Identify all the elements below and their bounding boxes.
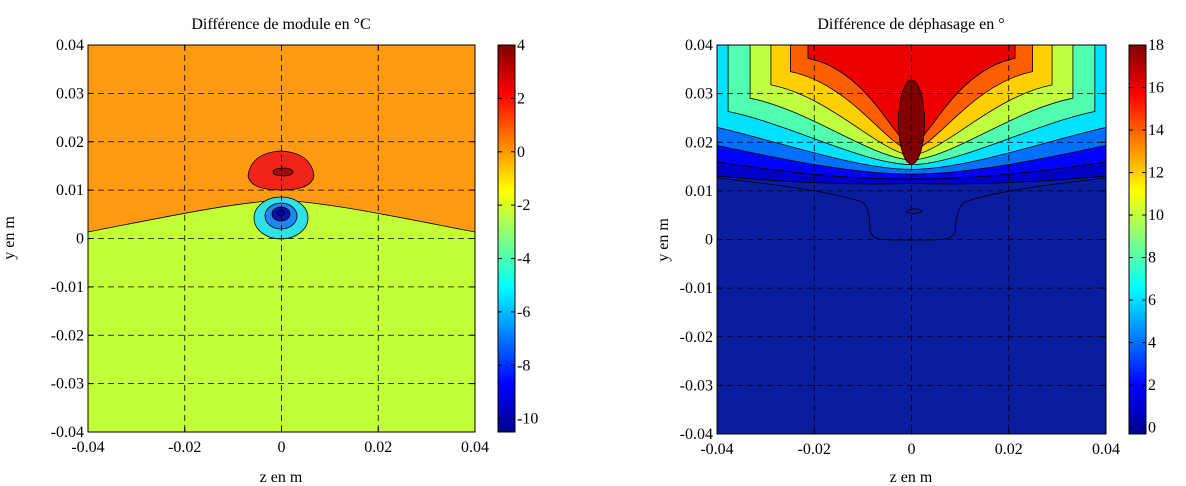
plot-phase-difference: Différence de déphasage en ° -0.04 -0.02 0… (655, 16, 1164, 486)
baseline-contour (717, 177, 1106, 241)
x-tick-label: -0.02 (168, 439, 201, 456)
colorbar-right-gradient (1128, 44, 1147, 435)
ticks-right: -0.04 -0.02 0 0.02 0.04 -0.04 -0.03 -0.02 -0.01 0… (680, 37, 1120, 458)
colorbar-left: -10 -8 -6 -4 -2 0 2 4 (497, 37, 538, 433)
y-axis-label-left: y en m (1, 216, 18, 260)
x-tick-label: -0.02 (798, 441, 831, 458)
colorbar-tick-label: 18 (1148, 37, 1164, 54)
y-tick-label: 0.03 (56, 85, 84, 102)
y-tick-label: 0.04 (56, 37, 84, 54)
colorbar-tick-label: 0 (1148, 420, 1156, 437)
x-tick-label: 0.04 (461, 439, 489, 456)
colorbar-tick-label: 10 (1148, 207, 1164, 224)
y-tick-label: 0 (76, 231, 84, 248)
y-tick-label: 0.02 (685, 134, 713, 151)
colorbar-tick-label: -6 (517, 304, 530, 321)
colorbar-tick-label: -8 (517, 357, 530, 374)
x-tick-label: -0.04 (71, 439, 104, 456)
colorbar-left-gradient (497, 44, 516, 433)
colorbar-tick-label: 6 (1148, 292, 1156, 309)
colorbar-tick-label: 2 (517, 90, 525, 107)
colorbar-tick-label: -10 (517, 411, 538, 428)
peak-core (898, 79, 925, 165)
chart-title-right: Différence de déphasage en ° (817, 16, 1004, 33)
y-tick-label: 0.01 (56, 182, 84, 199)
x-tick-label: 0 (278, 439, 286, 456)
hot-core (272, 167, 294, 177)
small-contour (905, 208, 923, 214)
colorbar-tick-label: 8 (1148, 250, 1156, 267)
x-tick-label: 0.02 (995, 441, 1023, 458)
cold-center (276, 209, 286, 217)
x-tick-label: 0 (908, 441, 916, 458)
x-tick-label: 0.02 (364, 439, 392, 456)
y-tick-label: -0.04 (680, 426, 713, 443)
x-tick-label: 0.04 (1092, 441, 1120, 458)
x-axis-label-left: z en m (260, 469, 303, 486)
grid-left (88, 45, 475, 432)
colorbar-tick-label: 14 (1148, 122, 1164, 139)
x-tick-label: -0.04 (700, 441, 733, 458)
colorbar-tick-label: 2 (1148, 377, 1156, 394)
colorbar-tick-label: 4 (1148, 335, 1156, 352)
y-tick-label: 0 (705, 232, 713, 249)
y-axis-label-right: y en m (655, 218, 672, 262)
y-tick-label: 0.03 (685, 86, 713, 103)
y-tick-label: 0.04 (685, 37, 713, 54)
y-tick-label: -0.03 (51, 376, 84, 393)
colorbar-tick-label: -4 (517, 251, 530, 268)
y-tick-label: -0.02 (680, 329, 713, 346)
y-tick-label: -0.04 (51, 424, 84, 441)
colorbar-tick-label: 4 (517, 37, 525, 54)
grid-right (717, 45, 1106, 434)
y-tick-label: 0.02 (56, 134, 84, 151)
chart-title-left: Différence de module en °C (191, 16, 370, 33)
ticks-left: -0.04 -0.02 0 0.02 0.04 -0.04 -0.03 -0.02 -0.01 0… (51, 37, 489, 456)
colorbar-tick-label: -2 (517, 197, 530, 214)
colorbar-right: 0 2 4 6 8 10 12 14 16 18 (1128, 37, 1164, 437)
y-tick-label: -0.03 (680, 377, 713, 394)
x-axis-label-right: z en m (890, 469, 933, 486)
colorbar-tick-label: 12 (1148, 165, 1164, 182)
y-tick-label: -0.02 (51, 327, 84, 344)
colorbar-tick-label: 0 (517, 144, 525, 161)
colorbar-tick-label: 16 (1148, 80, 1164, 97)
plot-module-difference: Différence de module en °C -0.04 -0.02 0 0.… (1, 16, 538, 486)
y-tick-label: -0.01 (51, 279, 84, 296)
y-tick-label: 0.01 (685, 183, 713, 200)
y-tick-label: -0.01 (680, 280, 713, 297)
